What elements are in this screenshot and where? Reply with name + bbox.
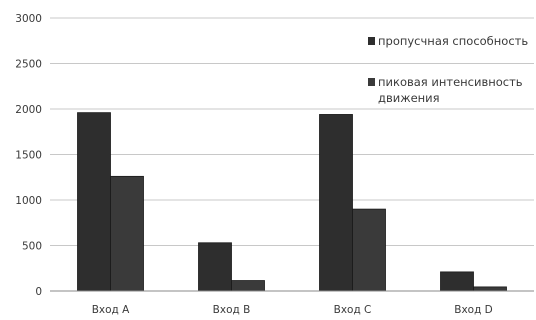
bar-series1-2 <box>198 242 232 292</box>
bar-series1-4 <box>440 271 474 292</box>
legend-label-peak-traffic-line2: движения <box>378 91 440 105</box>
bars <box>77 112 507 292</box>
legend-swatch-throughput <box>368 37 375 45</box>
bar-series2-2 <box>231 280 265 292</box>
y-tick-label: 2000 <box>15 104 42 116</box>
y-tick-label: 0 <box>35 286 42 298</box>
legend: пропусчная способность пиковая интенсивн… <box>368 34 528 105</box>
y-tick-label: 1500 <box>15 150 42 162</box>
bar-series2-1 <box>110 175 144 292</box>
x-axis-category-labels: Вход A Вход B Вход C Вход D <box>92 304 493 316</box>
y-tick-label: 2500 <box>15 59 42 71</box>
y-tick-label: 1000 <box>15 195 42 207</box>
x-category-label: Вход C <box>334 304 372 316</box>
x-category-label: Вход D <box>454 304 493 316</box>
legend-label-throughput: пропусчная способность <box>378 34 528 48</box>
y-tick-label: 3000 <box>15 13 42 25</box>
bar-series1-1 <box>77 112 111 292</box>
x-category-label: Вход B <box>213 304 251 316</box>
bar-series1-3 <box>319 114 353 292</box>
x-category-label: Вход A <box>92 304 130 316</box>
bar-series2-4 <box>473 286 507 292</box>
legend-swatch-peak-traffic <box>368 78 375 86</box>
legend-label-peak-traffic-line1: пиковая интенсивность <box>378 75 523 89</box>
y-axis-tick-labels: 0 500 1000 1500 2000 2500 3000 <box>15 13 42 298</box>
y-tick-label: 500 <box>22 241 42 253</box>
bar-series2-3 <box>352 208 386 292</box>
